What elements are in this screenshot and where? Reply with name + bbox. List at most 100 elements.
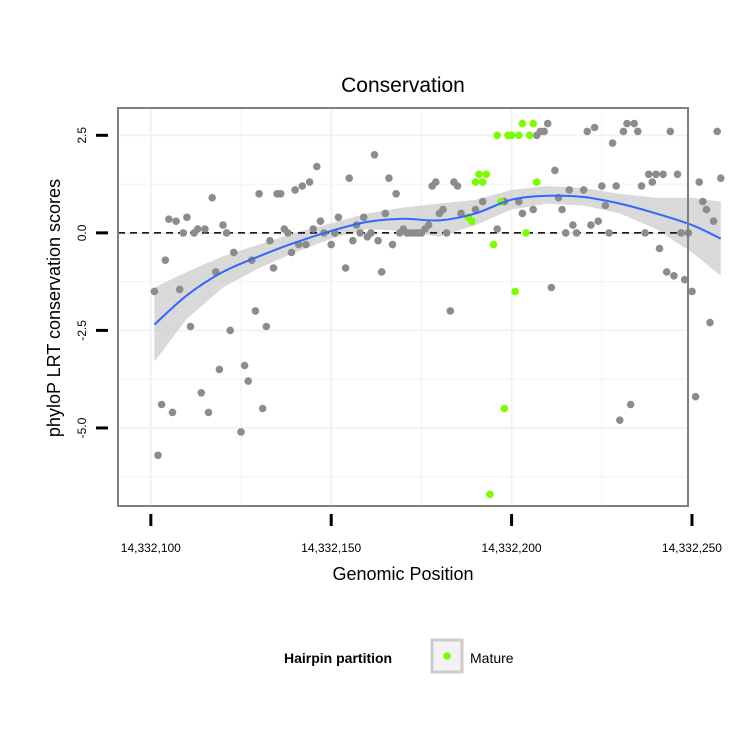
other-point bbox=[572, 229, 581, 237]
other-point bbox=[359, 213, 368, 222]
other-point bbox=[673, 170, 682, 179]
other-point bbox=[471, 205, 480, 214]
mature-point bbox=[468, 217, 476, 225]
other-point bbox=[424, 221, 433, 229]
other-point bbox=[237, 428, 245, 436]
other-point bbox=[702, 205, 711, 214]
other-point bbox=[349, 236, 357, 245]
other-point bbox=[616, 416, 624, 425]
mature-point bbox=[482, 170, 491, 179]
mature-point bbox=[478, 178, 487, 186]
other-point bbox=[183, 213, 191, 222]
other-point bbox=[518, 209, 527, 218]
other-point bbox=[208, 193, 216, 202]
other-point bbox=[608, 139, 617, 147]
legend-key-box bbox=[430, 638, 464, 674]
y-tick-label: -5.0 bbox=[75, 417, 89, 438]
other-point bbox=[197, 389, 206, 397]
other-point bbox=[388, 240, 397, 249]
other-point bbox=[287, 248, 296, 257]
other-point bbox=[219, 221, 227, 229]
other-point bbox=[215, 365, 224, 374]
other-point bbox=[341, 264, 350, 272]
other-point bbox=[370, 151, 379, 159]
mature-point bbox=[515, 131, 523, 140]
x-axis-ticks: 14,332,100 14,332,150 14,332,200 14,332,250 bbox=[121, 514, 722, 555]
other-point bbox=[266, 236, 274, 245]
other-point bbox=[626, 400, 635, 409]
other-point bbox=[478, 197, 487, 206]
other-point bbox=[551, 166, 559, 175]
other-point bbox=[432, 178, 440, 186]
other-point bbox=[305, 178, 314, 186]
data-points bbox=[150, 119, 725, 499]
other-point bbox=[258, 404, 267, 413]
other-point bbox=[240, 361, 249, 370]
other-point bbox=[634, 127, 642, 136]
other-point bbox=[179, 229, 188, 237]
other-point bbox=[367, 229, 375, 237]
other-point bbox=[453, 182, 462, 190]
other-point bbox=[291, 186, 299, 194]
x-tick-label: 14,332,100 bbox=[121, 541, 181, 555]
other-point bbox=[446, 307, 455, 315]
panel-border bbox=[117, 107, 689, 507]
other-point bbox=[313, 162, 321, 171]
other-point bbox=[713, 127, 721, 136]
other-point bbox=[594, 217, 602, 225]
other-point bbox=[244, 377, 252, 385]
legend-key-mature-dot bbox=[443, 652, 451, 660]
other-point bbox=[284, 229, 292, 237]
other-point bbox=[648, 178, 657, 186]
other-point bbox=[255, 190, 263, 198]
other-point bbox=[529, 205, 537, 214]
other-point bbox=[695, 178, 703, 186]
other-point bbox=[298, 182, 307, 190]
legend: Hairpin partition Mature bbox=[284, 638, 514, 674]
other-point bbox=[381, 209, 390, 218]
mature-point bbox=[522, 229, 530, 237]
y-tick-label: -2.5 bbox=[75, 320, 89, 341]
other-point bbox=[165, 215, 173, 223]
other-point bbox=[204, 408, 213, 417]
other-point bbox=[262, 322, 271, 331]
other-point bbox=[385, 174, 393, 182]
legend-label-mature: Mature bbox=[470, 650, 514, 666]
mature-point bbox=[471, 178, 480, 186]
other-point bbox=[670, 272, 678, 280]
x-tick-label: 14,332,200 bbox=[482, 541, 542, 555]
other-point bbox=[150, 287, 159, 296]
other-point bbox=[377, 268, 386, 276]
other-point bbox=[688, 287, 696, 296]
other-point bbox=[457, 209, 465, 218]
y-tick-label: 0.0 bbox=[75, 224, 89, 241]
other-point bbox=[691, 392, 700, 401]
other-point bbox=[540, 127, 548, 136]
other-point bbox=[619, 127, 628, 136]
y-axis-ticks: 2.5 0.0 -2.5 -5.0 bbox=[75, 127, 108, 438]
other-point bbox=[644, 170, 653, 179]
other-point bbox=[598, 182, 606, 190]
other-point bbox=[154, 451, 162, 460]
other-point bbox=[172, 217, 180, 225]
mature-point bbox=[486, 490, 494, 499]
other-point bbox=[565, 186, 574, 194]
other-point bbox=[316, 217, 325, 225]
other-point bbox=[515, 197, 523, 206]
legend-title: Hairpin partition bbox=[284, 650, 392, 666]
other-point bbox=[276, 190, 285, 198]
other-point bbox=[666, 127, 675, 136]
other-point bbox=[659, 170, 667, 179]
mature-point bbox=[475, 170, 483, 179]
other-point bbox=[543, 119, 552, 128]
other-point bbox=[587, 221, 595, 229]
other-point bbox=[269, 264, 278, 272]
mature-point bbox=[489, 240, 498, 249]
other-point bbox=[175, 285, 184, 294]
mature-point bbox=[525, 131, 534, 140]
other-point bbox=[558, 205, 566, 214]
other-point bbox=[601, 201, 610, 210]
other-point bbox=[623, 119, 631, 128]
mature-point bbox=[529, 119, 537, 128]
